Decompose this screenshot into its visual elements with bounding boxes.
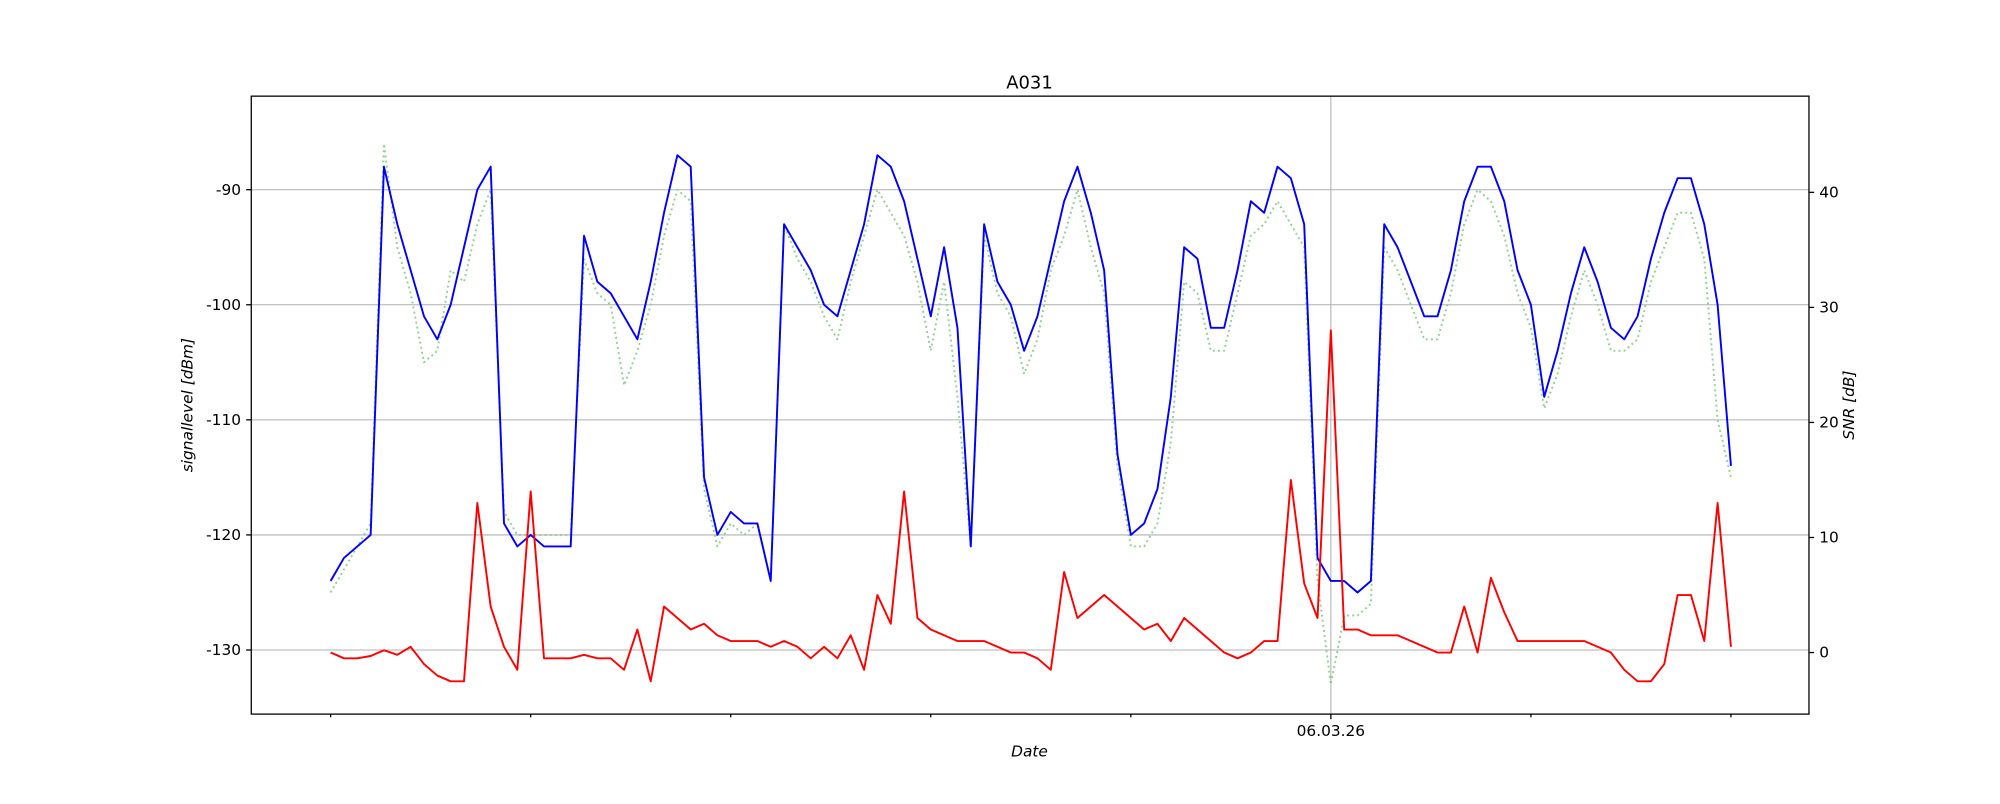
- x-axis-label: Date: [1011, 742, 1048, 760]
- y-tick-label: -100: [206, 296, 241, 314]
- plot-frame: [250, 95, 1810, 715]
- y2-axis-label: SNR [dB]: [1840, 371, 1858, 440]
- y2-tick-label: 10: [1819, 529, 1839, 547]
- y-axis-label: signallevel [dBm]: [178, 338, 196, 472]
- y2-tick-label: 0: [1819, 644, 1829, 662]
- chart-title: A031: [1006, 72, 1053, 93]
- y2-tick-label: 40: [1819, 183, 1839, 201]
- x-tick-label: 06.03.26: [1297, 722, 1365, 740]
- y-tick-label: -120: [206, 526, 241, 544]
- series-line: [330, 329, 1732, 683]
- y-tick-label: -110: [206, 411, 241, 429]
- y2-tick-label: 30: [1819, 299, 1839, 317]
- y2-tick-label: 20: [1819, 414, 1839, 432]
- y-tick-label: -90: [216, 181, 241, 199]
- series-line: [329, 154, 1732, 594]
- series-line: [329, 142, 1732, 686]
- y-tick-label: -130: [206, 641, 241, 659]
